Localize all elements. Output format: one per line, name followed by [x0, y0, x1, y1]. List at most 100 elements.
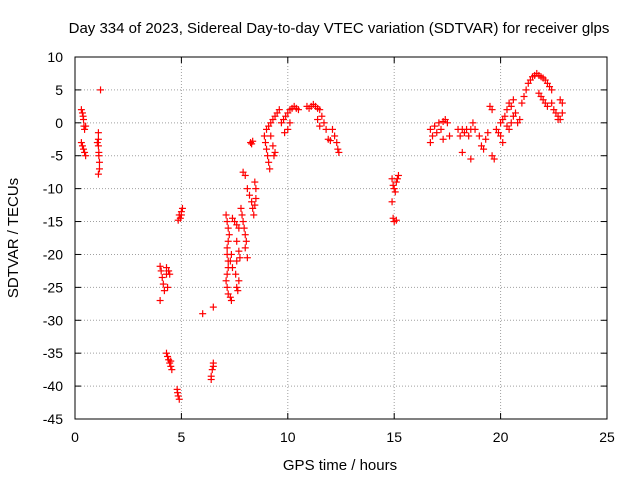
data-point: [82, 122, 90, 130]
x-tick-label: 20: [493, 429, 509, 445]
y-tick-label: -20: [43, 246, 63, 262]
data-point: [245, 191, 253, 199]
data-point: [509, 96, 517, 104]
data-point: [95, 152, 103, 160]
y-tick-label: -25: [43, 279, 63, 295]
data-point: [271, 148, 279, 156]
data-point: [242, 237, 250, 245]
data-point: [223, 218, 231, 226]
y-tick-label: -30: [43, 312, 63, 328]
data-point: [443, 119, 451, 127]
data-point: [163, 349, 171, 357]
x-tick-label: 0: [71, 429, 79, 445]
data-point: [484, 129, 492, 137]
data-point: [97, 86, 105, 94]
data-point: [209, 303, 217, 311]
data-point: [456, 132, 464, 140]
data-point: [78, 142, 86, 150]
data-point: [260, 132, 268, 140]
data-point: [178, 204, 186, 212]
data-point: [437, 125, 445, 133]
data-point: [252, 195, 260, 203]
data-point: [227, 297, 235, 305]
data-point: [156, 262, 164, 270]
data-point: [488, 106, 496, 114]
data-point: [241, 244, 249, 252]
data-point: [511, 109, 519, 117]
data-point: [270, 152, 278, 160]
y-tick-label: -15: [43, 214, 63, 230]
y-tick-label: -10: [43, 181, 63, 197]
data-point: [95, 165, 103, 173]
data-point: [80, 145, 88, 153]
data-point: [240, 224, 248, 232]
y-tick-label: -40: [43, 378, 63, 394]
data-point: [556, 96, 564, 104]
data-point: [518, 99, 526, 107]
data-point: [499, 139, 507, 147]
data-point: [232, 270, 240, 278]
data-point: [393, 175, 401, 183]
data-point: [458, 148, 466, 156]
data-point: [157, 267, 165, 275]
y-tick-label: -35: [43, 345, 63, 361]
data-point: [159, 280, 167, 288]
data-point: [326, 137, 334, 145]
data-point: [235, 277, 243, 285]
data-point: [501, 112, 509, 120]
data-point: [156, 297, 164, 305]
data-point: [388, 198, 396, 206]
data-point: [165, 267, 173, 275]
data-point: [241, 231, 249, 239]
data-point: [322, 125, 330, 133]
data-point: [333, 139, 341, 147]
data-point: [286, 119, 294, 127]
data-point: [467, 155, 475, 163]
data-point: [166, 270, 174, 278]
data-point: [225, 231, 233, 239]
data-point: [390, 185, 398, 193]
data-point: [241, 171, 249, 179]
y-tick-label: 0: [55, 115, 63, 131]
data-point: [520, 92, 528, 100]
data-point: [482, 135, 490, 143]
data-point: [167, 357, 175, 365]
data-point: [207, 376, 215, 384]
data-point: [275, 106, 283, 114]
data-point: [471, 125, 479, 133]
data-point: [548, 99, 556, 107]
data-point: [223, 283, 231, 291]
data-point: [233, 237, 241, 245]
data-point: [79, 112, 87, 120]
data-point: [435, 119, 443, 127]
data-point: [238, 211, 246, 219]
data-point: [465, 132, 473, 140]
data-point: [235, 247, 243, 255]
data-point: [433, 129, 441, 137]
data-point: [239, 218, 247, 226]
y-tick-label: -5: [51, 148, 64, 164]
data-point: [228, 264, 236, 272]
y-tick-label: 10: [47, 49, 63, 65]
x-tick-label: 5: [178, 429, 186, 445]
data-point: [497, 132, 505, 140]
data-point: [261, 139, 269, 147]
data-point: [334, 145, 342, 153]
data-point: [507, 119, 515, 127]
y-axis-label: SDTVAR / TECUs: [5, 178, 22, 298]
data-point: [94, 170, 102, 178]
data-point: [81, 148, 89, 156]
data-point: [250, 211, 258, 219]
data-point: [252, 185, 260, 193]
data-point: [94, 135, 102, 143]
data-point: [558, 109, 566, 117]
data-point: [77, 139, 85, 147]
data-point: [264, 152, 272, 160]
data-point: [431, 122, 439, 130]
plot-frame: [74, 56, 608, 420]
data-point: [469, 119, 477, 127]
data-point: [318, 112, 326, 120]
data-point: [480, 145, 488, 153]
grid-lines: [75, 57, 607, 419]
